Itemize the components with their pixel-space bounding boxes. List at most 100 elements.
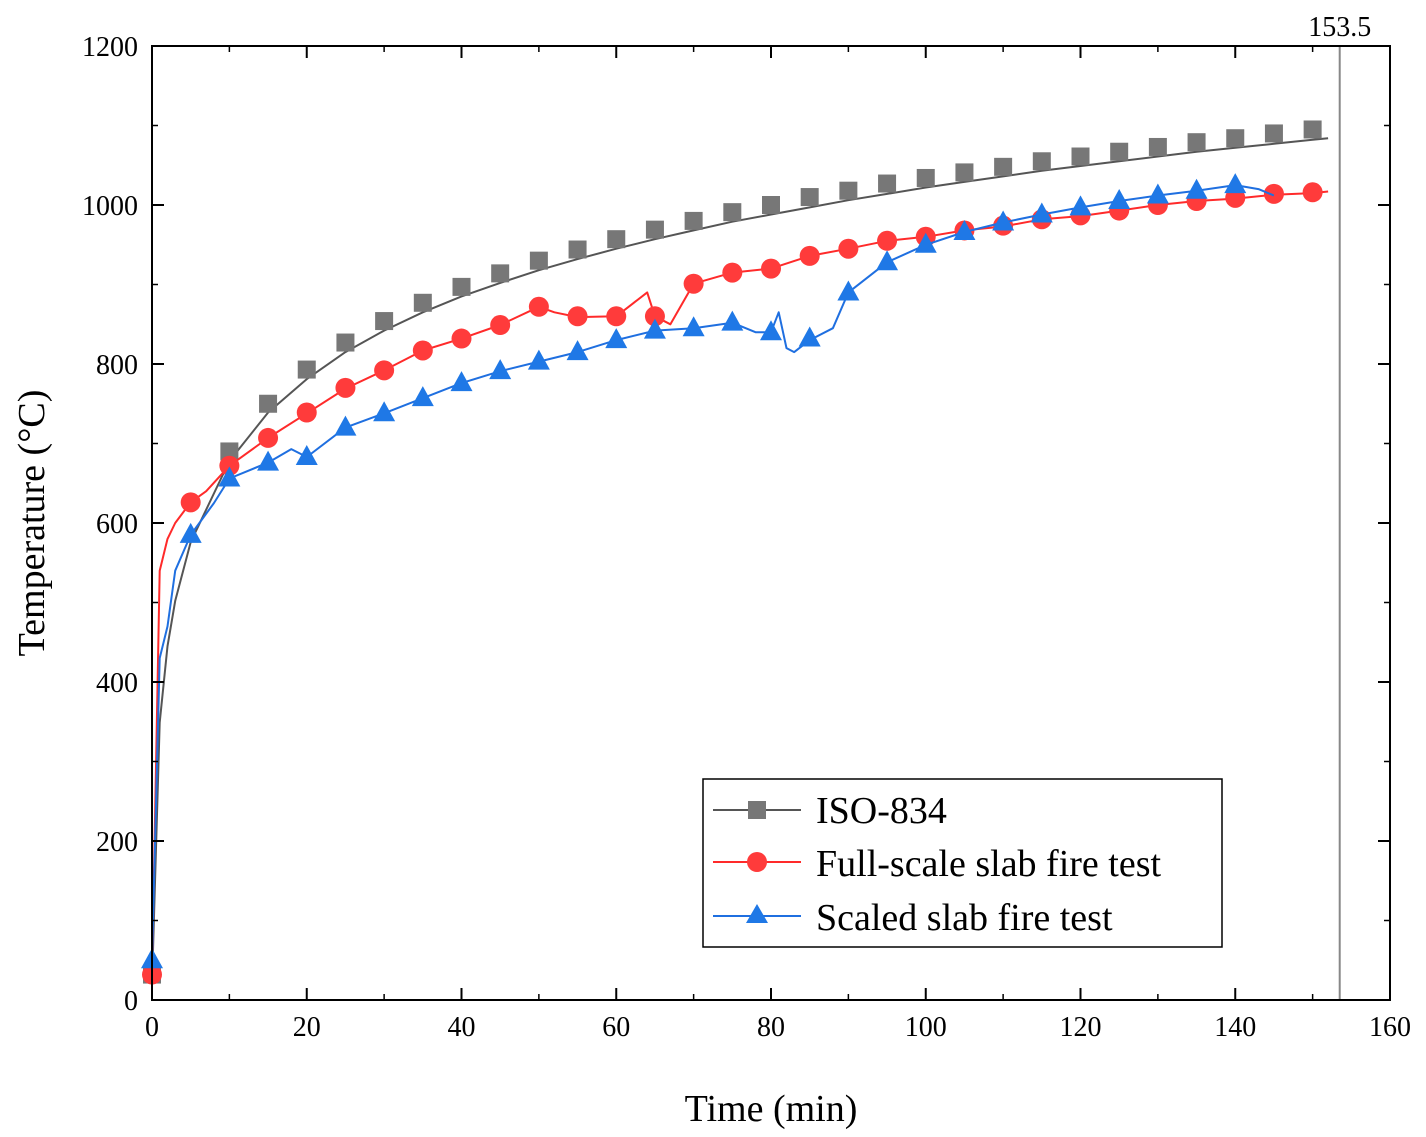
data-point-scaled — [1146, 183, 1169, 204]
legend-item-full-scale: Full-scale slab fire test — [713, 843, 1162, 885]
data-point-full-scale — [838, 238, 859, 259]
data-point-iso-834 — [955, 163, 974, 182]
x-tick-label: 80 — [757, 1012, 785, 1043]
data-point-full-scale — [1302, 182, 1323, 203]
data-point-iso-834 — [1226, 129, 1245, 148]
y-tick-label: 200 — [96, 827, 138, 858]
data-point-scaled — [1030, 202, 1053, 223]
x-tick-label: 40 — [448, 1012, 476, 1043]
data-point-full-scale — [567, 306, 588, 327]
legend-item-iso-834: ISO-834 — [713, 790, 947, 832]
x-tick-label: 20 — [293, 1012, 321, 1043]
data-point-scaled — [1069, 195, 1092, 216]
data-point-iso-834 — [800, 188, 819, 207]
legend-item-scaled: Scaled slab fire test — [713, 897, 1113, 939]
data-point-iso-834 — [491, 264, 510, 283]
legend-triangle-marker — [746, 904, 768, 923]
y-tick-label: 400 — [96, 668, 138, 699]
data-point-iso-834 — [878, 174, 897, 193]
x-tick-label: 100 — [905, 1012, 947, 1043]
data-point-scaled — [837, 280, 860, 301]
data-point-scaled — [721, 310, 744, 331]
data-point-iso-834 — [220, 442, 239, 461]
data-point-iso-834 — [1264, 124, 1283, 143]
data-point-iso-834 — [375, 312, 394, 331]
data-point-iso-834 — [839, 181, 858, 200]
data-point-iso-834 — [762, 196, 780, 214]
data-point-scaled — [373, 401, 396, 422]
data-point-full-scale — [180, 492, 201, 513]
data-point-full-scale — [683, 273, 704, 294]
y-tick-label: 800 — [96, 350, 138, 381]
data-point-full-scale — [528, 296, 549, 317]
data-point-scaled — [760, 320, 782, 341]
x-axis-title: Time (min) — [685, 1088, 858, 1130]
data-point-scaled — [876, 250, 899, 271]
data-point-scaled — [257, 450, 280, 471]
data-point-full-scale — [1263, 183, 1284, 204]
data-point-scaled — [527, 349, 550, 370]
data-point-scaled — [218, 466, 241, 487]
data-point-iso-834 — [452, 277, 471, 296]
data-point-full-scale — [296, 402, 317, 423]
data-point-full-scale — [761, 258, 781, 279]
data-point-iso-834 — [1303, 120, 1322, 139]
data-point-iso-834 — [994, 157, 1013, 176]
data-point-iso-834 — [723, 203, 742, 222]
data-point-scaled — [1108, 189, 1131, 210]
data-point-scaled — [179, 522, 202, 543]
data-point-iso-834 — [916, 168, 935, 187]
data-point-full-scale — [877, 230, 898, 251]
data-point-iso-834 — [607, 230, 626, 249]
data-point-full-scale — [219, 455, 240, 476]
data-point-full-scale — [451, 328, 472, 349]
y-tick-label: 0 — [124, 986, 138, 1017]
data-point-scaled — [566, 340, 589, 361]
y-tick-label: 600 — [96, 509, 138, 540]
data-point-iso-834 — [336, 333, 355, 352]
data-point-full-scale — [644, 306, 665, 327]
data-point-scaled — [953, 220, 976, 241]
data-point-iso-834 — [529, 251, 548, 270]
data-point-iso-834 — [259, 394, 278, 413]
legend-square-marker — [748, 801, 766, 819]
data-point-scaled — [914, 232, 937, 253]
data-point-full-scale — [374, 360, 395, 381]
x-tick-label: 60 — [602, 1012, 630, 1043]
legend-label-scaled: Scaled slab fire test — [816, 897, 1113, 939]
data-point-scaled — [334, 415, 357, 436]
data-point-scaled — [682, 316, 705, 337]
data-point-iso-834 — [1032, 152, 1051, 171]
axes: 153.5 0 20 40 60 80 100 120 140 160 0 200 400 600 800 1… — [82, 12, 1411, 1043]
data-point-iso-834 — [297, 360, 316, 379]
series-line-iso-834 — [151, 137, 1329, 985]
x-tick-label: 140 — [1214, 1012, 1256, 1043]
y-tick-label: 1000 — [82, 191, 138, 222]
data-point-scaled — [450, 371, 473, 392]
data-point-iso-834 — [1148, 137, 1167, 156]
data-point-scaled — [605, 328, 628, 349]
data-point-scaled — [1224, 173, 1247, 194]
data-point-iso-834 — [645, 220, 664, 239]
data-point-full-scale — [606, 306, 627, 327]
data-point-iso-834 — [568, 240, 587, 259]
data-point-full-scale — [799, 245, 820, 266]
series-line-full-scale — [151, 190, 1329, 978]
data-point-iso-834 — [1187, 133, 1206, 152]
legend-label-iso-834: ISO-834 — [816, 790, 947, 832]
data-point-scaled — [798, 326, 821, 347]
data-point-iso-834 — [1110, 142, 1129, 161]
x-tick-label: 0 — [145, 1012, 159, 1043]
data-point-iso-834 — [684, 211, 703, 230]
data-point-scaled — [643, 318, 666, 339]
data-point-scaled — [992, 210, 1015, 231]
y-tick-label: 1200 — [82, 32, 138, 63]
x-tick-label: 160 — [1369, 1012, 1411, 1043]
data-point-scaled — [489, 359, 512, 380]
data-point-full-scale — [258, 427, 279, 448]
reference-line-label: 153.5 — [1308, 12, 1371, 43]
data-point-iso-834 — [413, 293, 432, 312]
data-point-scaled — [295, 445, 318, 466]
